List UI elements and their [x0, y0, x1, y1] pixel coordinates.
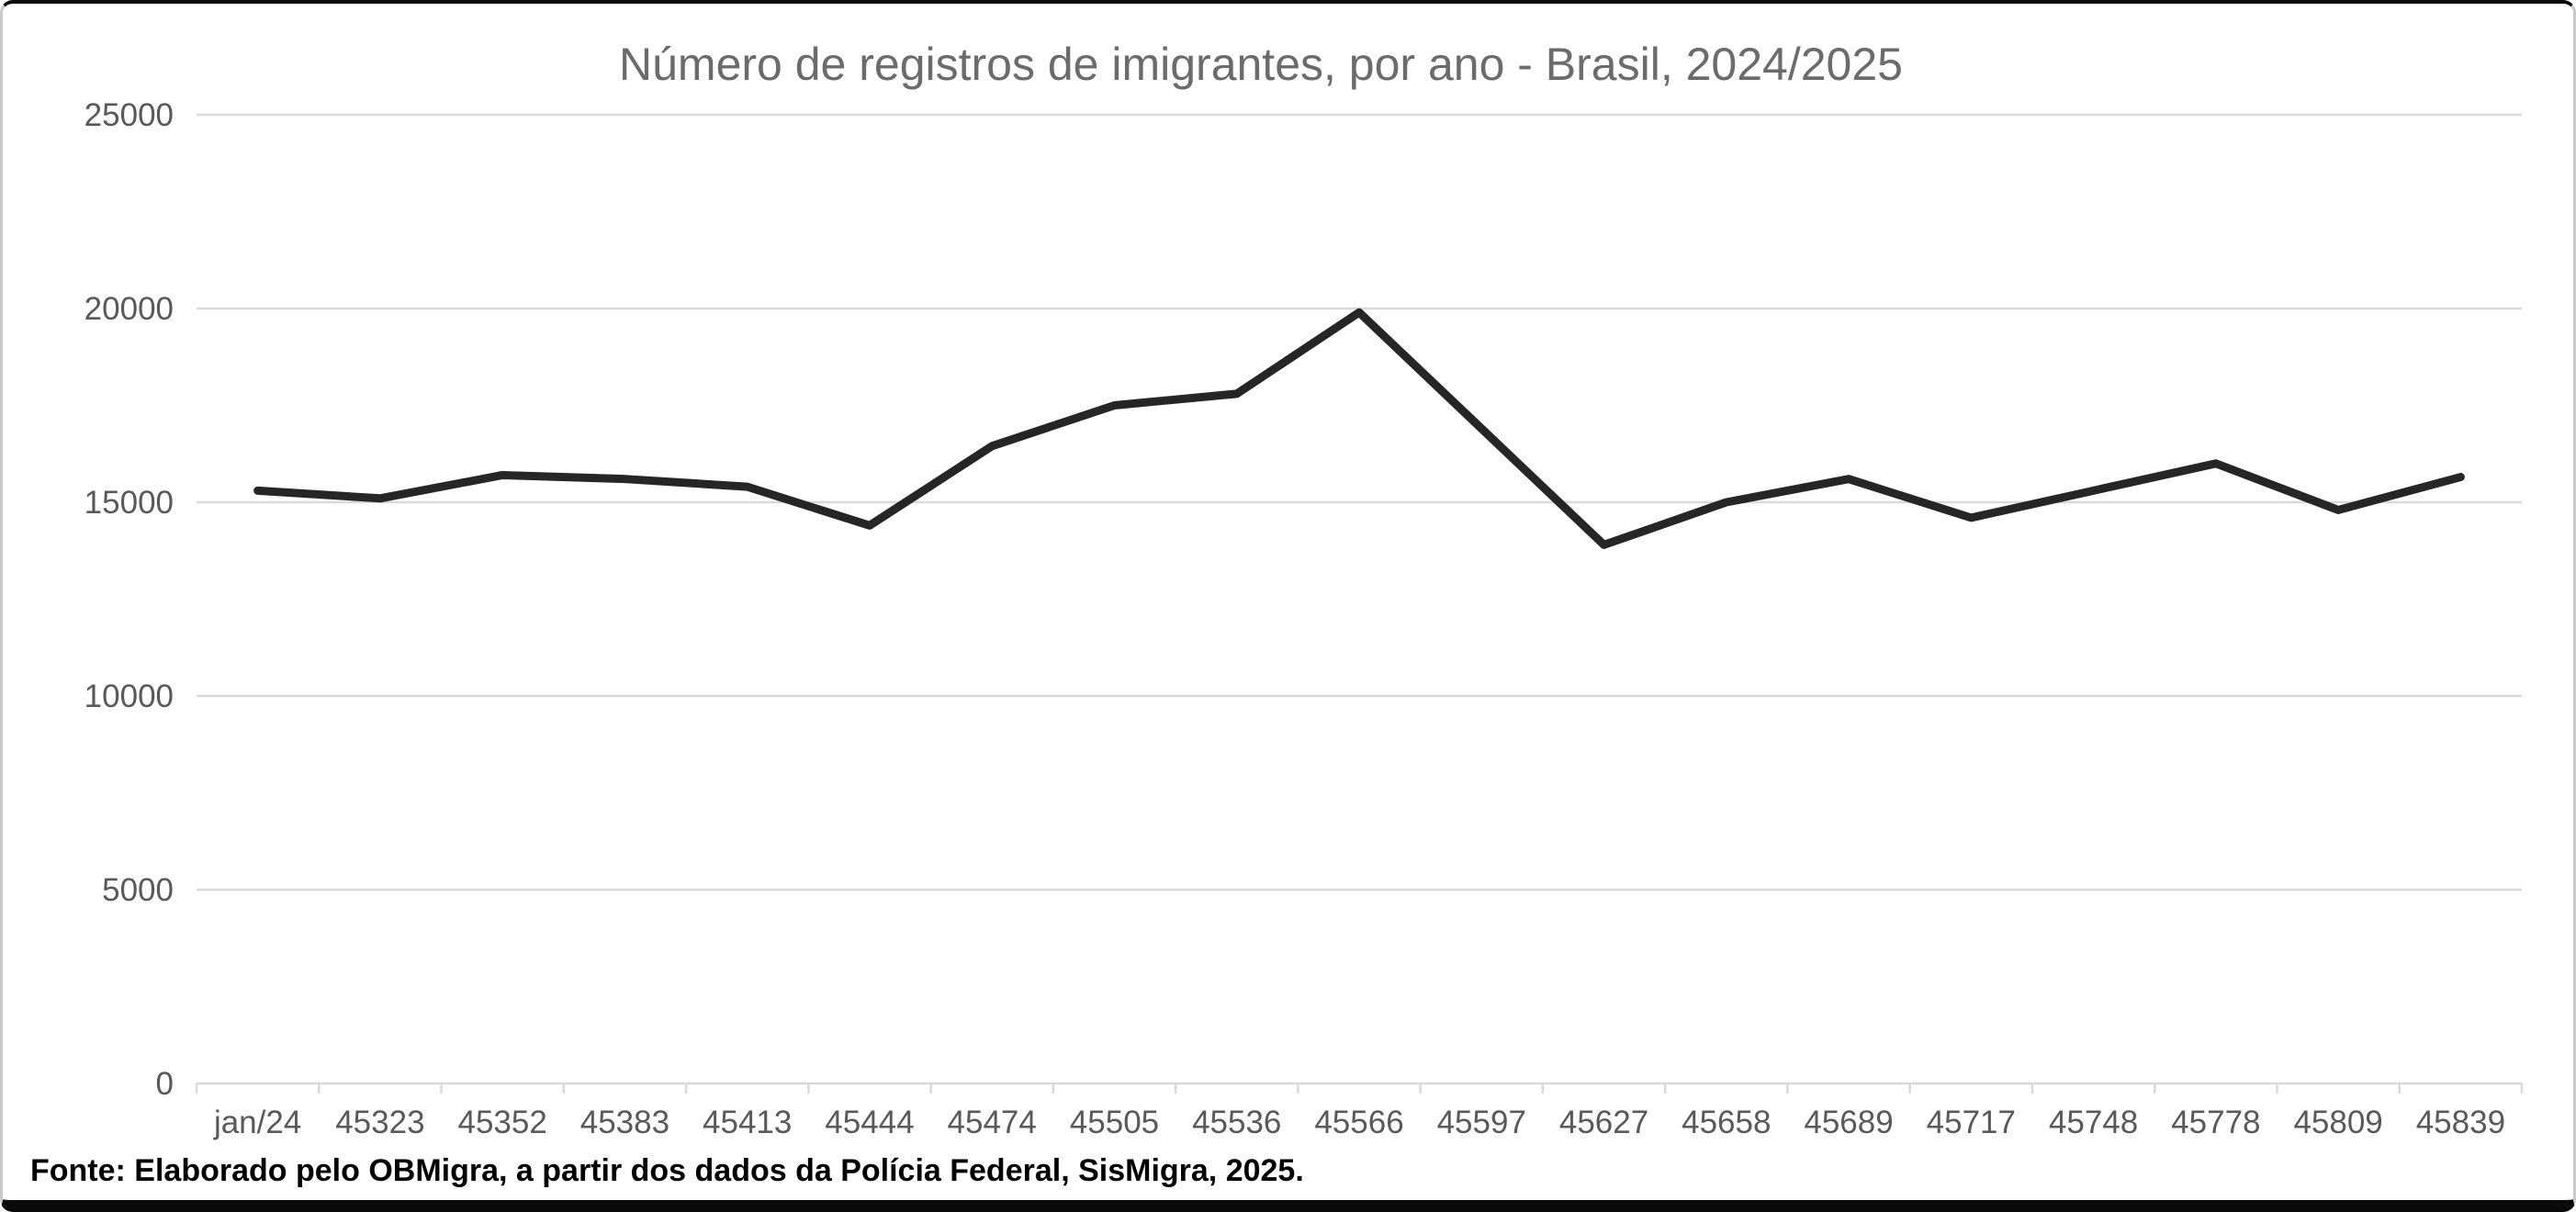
- y-tick-label: 5000: [102, 872, 174, 908]
- chart-title: Número de registros de imigrantes, por a…: [619, 39, 1903, 90]
- x-tick-label: 45597: [1437, 1105, 1526, 1140]
- data-series-line: [253, 308, 2465, 549]
- x-tick-label: jan/24: [213, 1105, 301, 1140]
- line-chart: 0 5000 10000 15000 20000 25000 jan/24 45323 4535…: [84, 97, 2524, 1140]
- x-tick-label: 45566: [1314, 1105, 1403, 1140]
- x-tick-label: 45505: [1070, 1105, 1159, 1140]
- y-tick-label: 25000: [84, 97, 174, 133]
- y-tick-label: 10000: [84, 679, 174, 714]
- y-tick-label: 20000: [84, 291, 174, 327]
- x-tick-label: 45717: [1927, 1105, 2016, 1140]
- x-tick-label: 45839: [2416, 1105, 2505, 1140]
- source-note: Fonte: Elaborado pelo OBMigra, a partir …: [30, 1153, 1304, 1188]
- x-tick-label: 45323: [335, 1105, 424, 1140]
- x-tick-label: 45748: [2049, 1105, 2138, 1140]
- x-tick-label: 45536: [1192, 1105, 1281, 1140]
- x-tick-label: 45778: [2171, 1105, 2260, 1140]
- x-tick-label: 45444: [825, 1105, 914, 1140]
- x-tick-label: 45474: [948, 1105, 1037, 1140]
- x-tick-label: 45383: [580, 1105, 669, 1140]
- x-tick-label: 45689: [1804, 1105, 1893, 1140]
- x-tick-label: 45658: [1682, 1105, 1771, 1140]
- x-tick-label: 45809: [2293, 1105, 2382, 1140]
- y-tick-label: 0: [156, 1066, 174, 1102]
- x-tick-label: 45413: [703, 1105, 792, 1140]
- x-tick-label: 45627: [1559, 1105, 1648, 1140]
- y-tick-label: 15000: [84, 485, 174, 521]
- x-tick-label: 45352: [457, 1105, 546, 1140]
